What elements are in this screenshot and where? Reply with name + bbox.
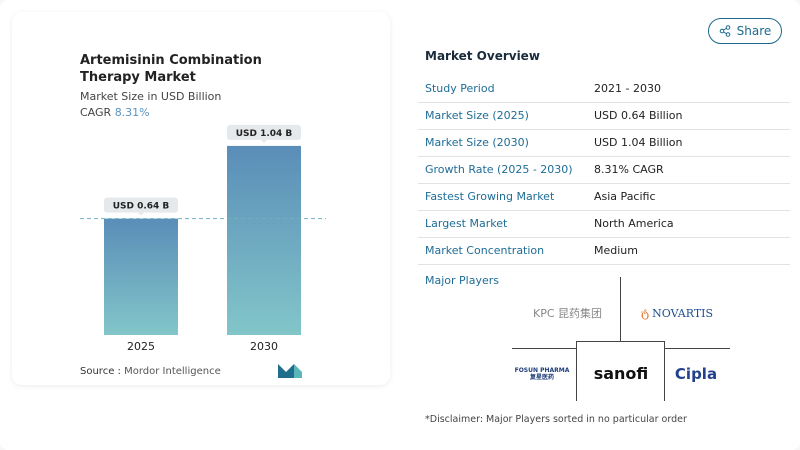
row-value: 2021 - 2030 bbox=[587, 75, 790, 103]
overview-row: Market Size (2030) USD 1.04 Billion bbox=[418, 129, 790, 157]
divider bbox=[576, 341, 665, 342]
row-label: Market Size (2025) bbox=[418, 102, 587, 130]
data-label: USD 1.04 B bbox=[236, 129, 293, 139]
overview-table: Study Period 2021 - 2030 Market Size (2025… bbox=[418, 75, 790, 265]
divider bbox=[665, 348, 730, 349]
row-value: USD 1.04 Billion bbox=[587, 129, 790, 157]
data-label-pointer bbox=[138, 212, 144, 216]
share-icon bbox=[719, 25, 730, 37]
source-value: Mordor Intelligence bbox=[124, 366, 221, 377]
cagr-label: CAGR bbox=[80, 106, 112, 119]
data-label-pointer bbox=[261, 139, 267, 143]
row-label: Largest Market bbox=[418, 210, 587, 238]
source: Source : Mordor Intelligence bbox=[80, 366, 221, 377]
divider bbox=[664, 341, 665, 401]
mordor-logo-icon bbox=[278, 364, 302, 378]
row-label: Market Size (2030) bbox=[418, 129, 587, 157]
player-name: KPC 昆药集团 bbox=[532, 307, 603, 320]
player-name: Cipla bbox=[674, 365, 718, 383]
x-tick-label: 2030 bbox=[250, 340, 278, 353]
overview-row: Fastest Growing Market Asia Pacific bbox=[418, 183, 790, 211]
data-label-bg bbox=[227, 124, 301, 140]
cagr: CAGR 8.31% bbox=[80, 106, 150, 119]
row-label: Growth Rate (2025 - 2030) bbox=[418, 156, 587, 184]
bar-chart: USD 0.64 B 2025 USD 1.04 B 2030 bbox=[80, 124, 326, 353]
divider bbox=[576, 341, 577, 401]
divider bbox=[620, 277, 621, 342]
chart-title: Artemisinin Combination Therapy Market bbox=[80, 53, 262, 85]
row-value: Asia Pacific bbox=[587, 183, 790, 211]
player-name: FOSUN PHARMA 复星医药 bbox=[514, 367, 570, 381]
overview-row: Market Concentration Medium bbox=[418, 237, 790, 265]
row-value: Medium bbox=[587, 237, 790, 265]
row-value: USD 0.64 Billion bbox=[587, 102, 790, 130]
cagr-value: 8.31% bbox=[114, 106, 150, 119]
data-label-bg bbox=[104, 197, 178, 213]
share-label: Share bbox=[736, 24, 772, 38]
overview-row: Study Period 2021 - 2030 bbox=[418, 75, 790, 103]
player-name: sanofi bbox=[593, 363, 649, 383]
player-fosun-logo: FOSUN PHARMA 复星医药 bbox=[512, 366, 572, 382]
overview-title: Market Overview bbox=[425, 49, 540, 63]
overview-row: Growth Rate (2025 - 2030) 8.31% CAGR bbox=[418, 156, 790, 184]
player-name: NOVARTIS bbox=[652, 306, 714, 320]
row-label: Market Concentration bbox=[418, 237, 587, 265]
bar bbox=[227, 145, 301, 335]
major-players-title: Major Players bbox=[425, 274, 499, 287]
row-label: Study Period bbox=[418, 75, 587, 103]
disclaimer: *Disclaimer: Major Players sorted in no … bbox=[425, 414, 687, 425]
player-cipla-logo: Cipla bbox=[668, 362, 724, 386]
share-button[interactable]: Share bbox=[708, 18, 782, 44]
data-label: USD 0.64 B bbox=[113, 202, 170, 212]
chart-subtitle: Market Size in USD Billion bbox=[80, 90, 222, 103]
player-novartis-logo: ტ NOVARTIS bbox=[640, 306, 714, 320]
player-sanofi-logo: sanofi bbox=[578, 360, 664, 386]
overview-row: Market Size (2025) USD 0.64 Billion bbox=[418, 102, 790, 130]
divider bbox=[512, 348, 576, 349]
player-kpc-logo: KPC 昆药集团 bbox=[530, 302, 605, 324]
bar bbox=[104, 218, 178, 335]
overview-row: Largest Market North America bbox=[418, 210, 790, 238]
row-label: Fastest Growing Market bbox=[418, 183, 587, 211]
x-tick-label: 2025 bbox=[127, 340, 155, 353]
row-value: North America bbox=[587, 210, 790, 238]
source-label: Source : bbox=[80, 366, 121, 377]
row-value: 8.31% CAGR bbox=[587, 156, 790, 184]
chart-card bbox=[12, 12, 390, 385]
